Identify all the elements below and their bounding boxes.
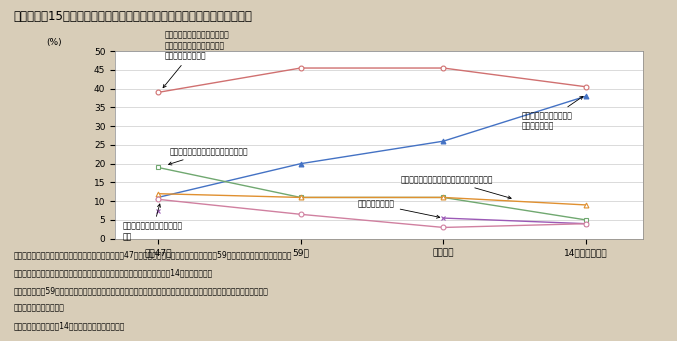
Text: 子どもができてもずっと
職業をつづける: 子どもができてもずっと 職業をつづける bbox=[522, 97, 583, 131]
Text: うがよい」。: うがよい」。 bbox=[14, 304, 64, 313]
Text: 調査」（平成４年），「男女共同参画に関する世論調査」（平成14年）より作成。: 調査」（平成４年），「男女共同参画に関する世論調査」（平成14年）より作成。 bbox=[14, 268, 213, 277]
Text: ２．昭和59年の設問では，「職業をもち，結婚や出産などで一時期家庭に入り，育児が終わると再び職業をもつほ: ２．昭和59年の設問では，「職業をもち，結婚や出産などで一時期家庭に入り，育児が… bbox=[14, 286, 268, 295]
Text: わからない備考３: わからない備考３ bbox=[357, 200, 439, 218]
Text: （備考）１．内閣府「婦人に関する意識調査」（昭和47年），「婦人に関する世論調査」（昭和59年），「男女平等に関する世論: （備考）１．内閣府「婦人に関する意識調査」（昭和47年），「婦人に関する世論調査… bbox=[14, 251, 292, 260]
Text: 女性は職業をもたないほうが
よい: 女性は職業をもたないほうが よい bbox=[123, 204, 182, 241]
Text: 子どもができるまでは職業をもつほうがよい: 子どもができるまでは職業をもつほうがよい bbox=[401, 175, 511, 199]
Text: 結婚するまでは職業をもつほうがよい: 結婚するまでは職業をもつほうがよい bbox=[169, 147, 248, 165]
Text: 第１－序－15図　一般的に女性が職業をもつことに対する女性の意識変化: 第１－序－15図 一般的に女性が職業をもつことに対する女性の意識変化 bbox=[14, 10, 253, 23]
Text: 子どもができたら職業をやめ、
大きくなったら再び職業をも
つほうがよい備考２: 子どもができたら職業をやめ、 大きくなったら再び職業をも つほうがよい備考２ bbox=[163, 31, 230, 88]
Text: ３．平成４年，14年はその他・わからない。: ３．平成４年，14年はその他・わからない。 bbox=[14, 322, 125, 330]
Text: (%): (%) bbox=[47, 39, 62, 47]
